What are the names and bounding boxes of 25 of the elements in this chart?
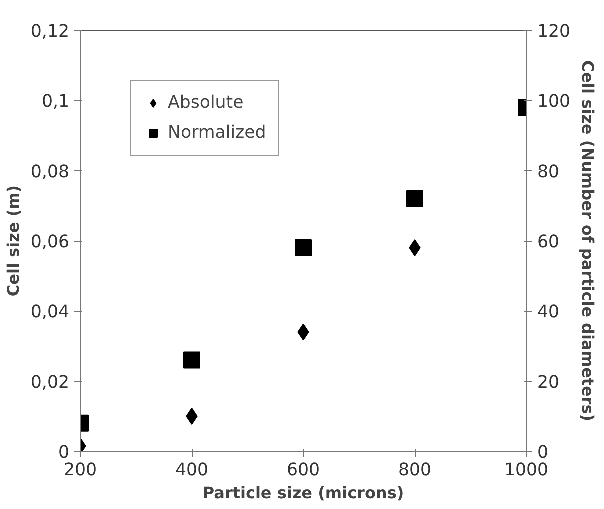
x-tick-label: 400 <box>175 460 209 480</box>
y2-tick-label: 80 <box>538 162 560 182</box>
legend-label: Normalized <box>168 123 266 143</box>
y2-tick-label: 20 <box>538 372 560 393</box>
y2-tick-label: 60 <box>538 232 560 252</box>
point <box>295 240 312 257</box>
y2-tick-label: 40 <box>538 302 560 323</box>
legend-label: Absolute <box>168 93 244 113</box>
y-tick-label: 0,12 <box>30 22 70 42</box>
x-tick-label: 1000 <box>504 460 549 480</box>
y2-tick-label: 120 <box>538 22 571 42</box>
y-tick-label: 0 <box>58 443 70 463</box>
x-tick-label: 200 <box>64 460 98 480</box>
y-tick-label: 0,04 <box>30 302 70 323</box>
x-axis-title: Particle size (microns) <box>202 484 404 502</box>
y-tick-label: 0,06 <box>30 232 70 252</box>
x-tick-label: 600 <box>286 460 320 480</box>
y-axis-title: Cell size (m) <box>4 185 23 297</box>
y-tick-label: 0,02 <box>30 372 70 393</box>
x-tick-label: 800 <box>398 460 432 480</box>
y2-tick-label: 0 <box>538 443 549 463</box>
y2-axis-title: Cell size (Number of particle diameters) <box>578 60 598 422</box>
y2-tick-label: 100 <box>538 92 571 112</box>
y-tick-label: 0,08 <box>30 162 70 182</box>
y-tick-label: 0,1 <box>42 92 70 112</box>
